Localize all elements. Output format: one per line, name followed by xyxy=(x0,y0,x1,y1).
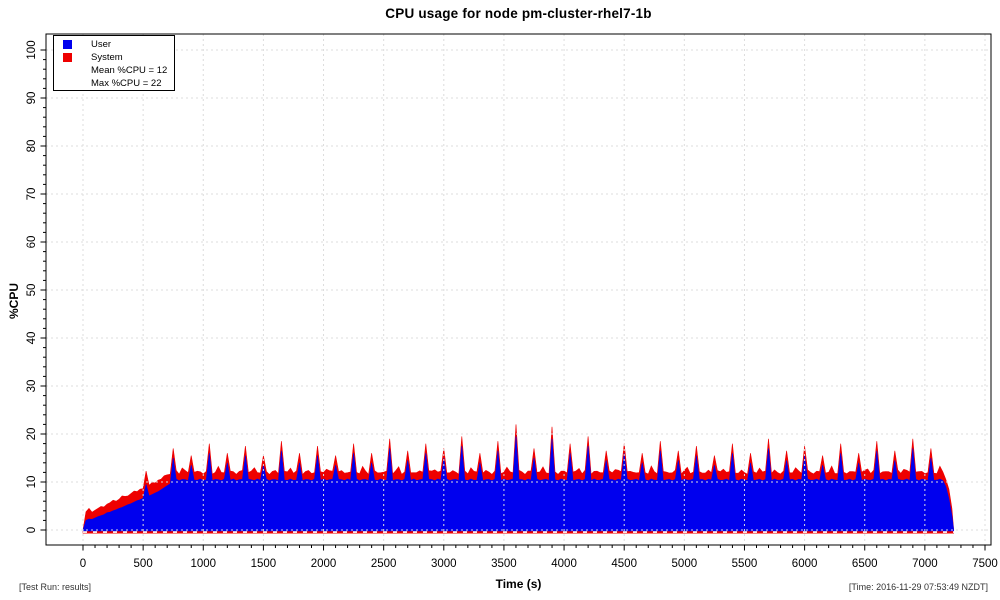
svg-text:6000: 6000 xyxy=(792,558,818,570)
svg-text:30: 30 xyxy=(26,380,38,393)
svg-text:20: 20 xyxy=(26,428,38,441)
svg-text:7000: 7000 xyxy=(912,558,938,570)
test-run-annotation: [Test Run: results] xyxy=(19,582,92,592)
svg-text:3500: 3500 xyxy=(491,558,517,570)
chart-legend: User System Mean %CPU = 12 Max %CPU = 22 xyxy=(53,35,175,91)
svg-text:6500: 6500 xyxy=(852,558,878,570)
timestamp-annotation: [Time: 2016-11-29 07:53:49 NZDT] xyxy=(848,582,988,592)
x-axis-label: Time (s) xyxy=(495,577,542,591)
y-axis-label: %CPU xyxy=(7,283,21,320)
svg-text:60: 60 xyxy=(26,236,38,249)
svg-text:90: 90 xyxy=(26,92,38,105)
svg-text:5500: 5500 xyxy=(732,558,758,570)
chart-title: CPU usage for node pm-cluster-rhel7-1b xyxy=(385,6,652,21)
svg-text:1500: 1500 xyxy=(251,558,277,570)
legend-item-system: System xyxy=(54,51,174,64)
legend-system-label: System xyxy=(91,52,123,63)
svg-text:10: 10 xyxy=(26,476,38,489)
user-series-swatch-icon xyxy=(63,40,72,49)
svg-text:500: 500 xyxy=(134,558,153,570)
legend-item-user: User xyxy=(54,38,174,51)
svg-text:2000: 2000 xyxy=(311,558,337,570)
svg-text:70: 70 xyxy=(26,188,38,201)
legend-mean-stat: Mean %CPU = 12 xyxy=(91,65,168,76)
svg-text:80: 80 xyxy=(26,140,38,153)
svg-text:40: 40 xyxy=(26,332,38,345)
svg-text:50: 50 xyxy=(26,284,38,297)
svg-text:0: 0 xyxy=(26,527,38,533)
svg-text:4000: 4000 xyxy=(551,558,577,570)
svg-text:100: 100 xyxy=(26,40,38,59)
svg-text:1000: 1000 xyxy=(190,558,216,570)
svg-text:5000: 5000 xyxy=(672,558,698,570)
svg-text:7500: 7500 xyxy=(972,558,998,570)
svg-text:0: 0 xyxy=(80,558,86,570)
svg-text:3000: 3000 xyxy=(431,558,457,570)
legend-user-label: User xyxy=(91,39,112,50)
svg-text:4500: 4500 xyxy=(611,558,637,570)
svg-text:2500: 2500 xyxy=(371,558,397,570)
legend-max-stat: Max %CPU = 22 xyxy=(91,78,162,89)
system-series-swatch-icon xyxy=(63,53,72,62)
